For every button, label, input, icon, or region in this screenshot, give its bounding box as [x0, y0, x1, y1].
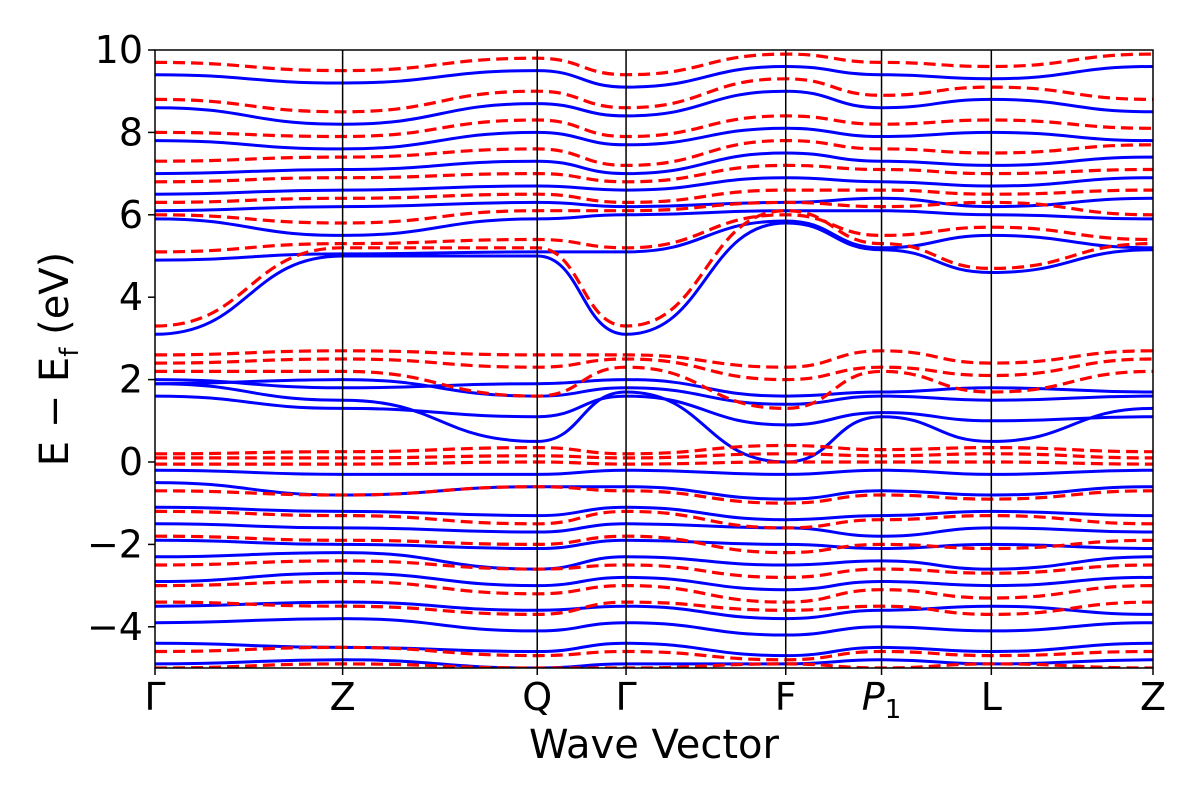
blue-solid-band-6 — [155, 126, 1153, 151]
blue-solid-band-4 — [155, 176, 1153, 196]
red-dashed-band-19 — [155, 579, 1153, 604]
blue-solid-band-8 — [155, 64, 1153, 89]
red-dashed-band-13 — [155, 452, 1153, 460]
y-axis-title: E − Ef (eV) — [32, 252, 85, 467]
kpoint-separators — [341, 50, 993, 668]
red-dashed-band-8 — [155, 52, 1153, 77]
blue-solid-band-21 — [155, 617, 1153, 637]
plot-frame — [154, 49, 1154, 669]
red-dashed-band-17 — [155, 534, 1153, 555]
y-tick-label-2: 0 — [119, 440, 143, 484]
red-dashed-band-10 — [155, 357, 1153, 382]
x-tick-label-5: P1 — [862, 675, 901, 725]
red-dashed-band-1 — [155, 213, 1153, 254]
y-tick-label-6: 8 — [119, 110, 143, 154]
x-tick-label-6: L — [981, 675, 1002, 719]
red-dashed-band-3 — [155, 188, 1153, 205]
x-tick-label-2: Q — [522, 675, 552, 719]
blue-solid-band-14 — [155, 481, 1153, 501]
blue-solid-band-16 — [155, 522, 1153, 538]
red-dashed-band-18 — [155, 559, 1153, 580]
red-dashed-band-15 — [155, 485, 1153, 505]
red-dashed-band-9 — [155, 349, 1153, 369]
y-axis-title-unit: (eV) — [32, 252, 78, 348]
red-dashed-band-6 — [155, 114, 1153, 139]
blue-solid-band-15 — [155, 505, 1153, 522]
blue-solid-band-0 — [155, 221, 1153, 336]
y-tick-label-5: 6 — [119, 193, 143, 237]
y-tick-label-0: −4 — [87, 605, 143, 649]
red-dashed-band-11 — [155, 365, 1153, 411]
y-tick-label-4: 4 — [119, 275, 143, 319]
x-tick-label-7: Z — [1140, 675, 1166, 719]
y-tick-label-3: 2 — [119, 358, 143, 402]
blue-solid-band-20 — [155, 600, 1153, 621]
blue-solid-band-13 — [155, 468, 1153, 476]
red-dashed-band-21 — [155, 645, 1153, 662]
x-tick-label-4: F — [775, 675, 797, 719]
y-tick-label-1: −2 — [87, 522, 143, 566]
y-axis-title-main: E − E — [32, 357, 78, 467]
blue-solid-band-1 — [155, 219, 1153, 262]
blue-solid-band-12 — [155, 382, 1153, 464]
y-axis-title-sub: f — [55, 347, 85, 357]
x-tick-label-3: Γ — [615, 675, 636, 719]
red-dashed-band-14 — [155, 460, 1153, 466]
y-tick-label-7: 10 — [95, 28, 143, 72]
blue-solid-band-22 — [155, 641, 1153, 658]
band-lines — [155, 52, 1153, 668]
red-dashed-band-5 — [155, 138, 1153, 168]
x-tick-label-0: Γ — [144, 675, 165, 719]
blue-solid-band-5 — [155, 151, 1153, 176]
x-axis-title: Wave Vector — [529, 722, 780, 768]
x-axis: Γ Z Q Γ F P1 L Z — [144, 668, 1166, 725]
blue-solid-band-19 — [155, 571, 1153, 592]
y-axis: −4 −2 0 2 4 6 8 10 — [87, 28, 155, 649]
x-tick-label-1: Z — [330, 675, 356, 719]
red-dashed-band-16 — [155, 509, 1153, 530]
